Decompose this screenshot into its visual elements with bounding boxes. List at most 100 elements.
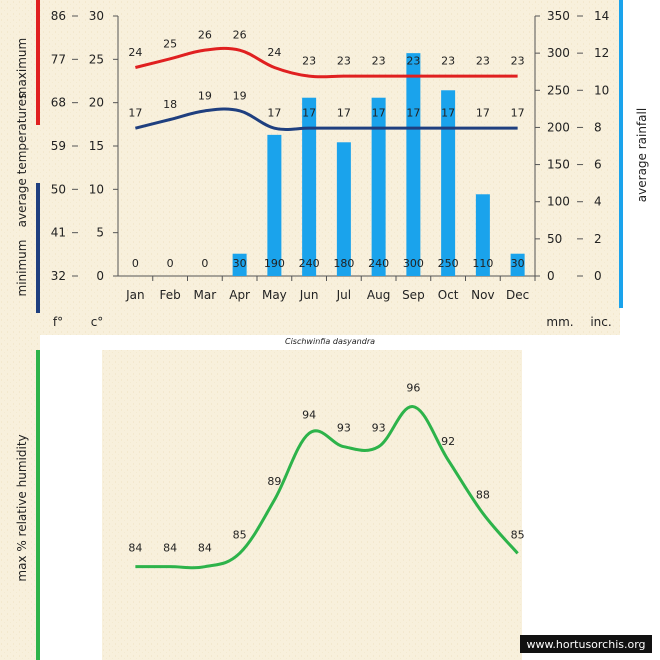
humidity-data-label: 85 xyxy=(233,528,247,541)
fahrenheit-tick-label: 32 xyxy=(51,269,66,283)
celsius-tick-label: 0 xyxy=(96,269,104,283)
humidity-data-label: 85 xyxy=(511,528,525,541)
rainfall-mm-tick-label: 150 xyxy=(547,158,570,172)
rainfall-bar xyxy=(475,194,490,276)
humidity-axis-label: max % relative humidity xyxy=(15,434,29,581)
celsius-tick-label: 25 xyxy=(89,52,104,66)
maximum-data-label: 23 xyxy=(476,55,490,68)
minimum-data-label: 17 xyxy=(337,107,351,120)
credit-text[interactable]: www.hortusorchis.org xyxy=(526,638,645,651)
minimum-data-label: 19 xyxy=(233,89,247,102)
maximum-data-label: 24 xyxy=(267,46,281,59)
month-tick-label: Apr xyxy=(229,288,250,302)
rainfall-data-label: 190 xyxy=(264,257,285,270)
rainfall-inch-tick-label: 10 xyxy=(594,83,609,97)
maximum-data-label: 23 xyxy=(511,55,525,68)
rainfall-mm-tick-label: 100 xyxy=(547,195,570,209)
humidity-data-label: 84 xyxy=(163,542,177,555)
rainfall-data-label: 300 xyxy=(403,257,424,270)
fahrenheit-tick-label: 68 xyxy=(51,96,66,110)
minimum-data-label: 17 xyxy=(128,107,142,120)
humidity-color-bar xyxy=(36,350,40,660)
month-tick-label: Mar xyxy=(194,288,217,302)
maximum-color-bar xyxy=(36,0,40,125)
fahrenheit-tick-label: 86 xyxy=(51,9,66,23)
maximum-label: maximum xyxy=(15,38,29,98)
humidity-data-label: 84 xyxy=(198,542,212,555)
minimum-label: minimum xyxy=(15,240,29,297)
maximum-data-label: 23 xyxy=(441,55,455,68)
rainfall-inch-tick-label: 2 xyxy=(594,232,602,246)
rainfall-inch-tick-label: 12 xyxy=(594,46,609,60)
rainfall-bar xyxy=(302,97,317,276)
rainfall-data-label: 30 xyxy=(511,257,525,270)
rainfall-data-label: 0 xyxy=(167,257,174,270)
minimum-data-label: 17 xyxy=(476,107,490,120)
average-rainfall-label: average rainfall xyxy=(635,108,649,202)
minimum-temperature-line xyxy=(135,107,518,132)
minimum-data-label: 17 xyxy=(511,107,525,120)
maximum-data-label: 24 xyxy=(128,46,142,59)
rainfall-mm-tick-label: 300 xyxy=(547,46,570,60)
month-tick-label: Nov xyxy=(471,288,494,302)
temperature-lines-group xyxy=(135,46,518,132)
minimum-data-label: 17 xyxy=(267,107,281,120)
rainfall-mm-tick-label: 350 xyxy=(547,9,570,23)
rainfall-bar xyxy=(510,253,525,276)
rainfall-data-label: 240 xyxy=(299,257,320,270)
humidity-data-label: 84 xyxy=(128,542,142,555)
rainfall-data-label: 0 xyxy=(132,257,139,270)
maximum-data-label: 26 xyxy=(198,29,212,42)
average-temperatures-label: average temperatures xyxy=(15,93,29,228)
celsius-tick-label: 10 xyxy=(89,182,104,196)
maximum-temperature-line xyxy=(135,46,518,79)
bottom-left-background xyxy=(0,335,40,660)
minimum-data-label: 18 xyxy=(163,98,177,111)
rainfall-bar xyxy=(267,134,282,276)
rainfall-data-label: 250 xyxy=(438,257,459,270)
celsius-tick-label: 20 xyxy=(89,96,104,110)
humidity-data-label: 94 xyxy=(302,408,316,421)
maximum-data-label: 23 xyxy=(372,55,386,68)
rainfall-bar xyxy=(406,53,421,277)
rainfall-inch-tick-label: 8 xyxy=(594,120,602,134)
rainfall-data-label: 110 xyxy=(472,257,493,270)
maximum-data-label: 23 xyxy=(302,55,316,68)
humidity-data-label: 93 xyxy=(337,422,351,435)
rainfall-data-label: 0 xyxy=(201,257,208,270)
rainfall-data-label: 180 xyxy=(333,257,354,270)
rainfall-mm-tick-label: 200 xyxy=(547,120,570,134)
rainfall-inch-tick-label: 0 xyxy=(594,269,602,283)
data-labels-group: 24 25 26 26 24 23 23 23 23 23 23 23 17 18 19 19 17 17 17 17… xyxy=(128,29,524,270)
fahrenheit-tick-label: 59 xyxy=(51,139,66,153)
rainfall-inch-tick-label: 6 xyxy=(594,158,602,172)
rainfall-inch-tick-label: 14 xyxy=(594,9,609,23)
maximum-data-label: 23 xyxy=(337,55,351,68)
rainfall-bars-group xyxy=(232,53,525,277)
fahrenheit-unit-label: f° xyxy=(53,315,63,329)
maximum-data-label: 23 xyxy=(406,55,420,68)
humidity-data-label: 89 xyxy=(267,475,281,488)
maximum-data-label: 26 xyxy=(233,29,247,42)
rainfall-data-label: 240 xyxy=(368,257,389,270)
mm-unit-label: mm. xyxy=(546,315,573,329)
month-tick-label: May xyxy=(262,288,287,302)
minimum-data-label: 17 xyxy=(406,107,420,120)
rainfall-color-bar xyxy=(619,0,623,308)
month-tick-label: Aug xyxy=(367,288,390,302)
month-tick-label: Oct xyxy=(438,288,459,302)
month-tick-label: Sep xyxy=(402,288,425,302)
humidity-line xyxy=(135,405,519,570)
celsius-tick-label: 15 xyxy=(89,139,104,153)
rainfall-mm-tick-label: 50 xyxy=(547,232,562,246)
bottom-panel-background xyxy=(102,350,522,660)
minimum-data-label: 17 xyxy=(441,107,455,120)
humidity-data-label: 88 xyxy=(476,488,490,501)
month-tick-label: Dec xyxy=(506,288,529,302)
rainfall-data-label: 30 xyxy=(233,257,247,270)
humidity-data-label: 92 xyxy=(441,435,455,448)
fahrenheit-tick-label: 41 xyxy=(51,226,66,240)
humidity-data-label: 93 xyxy=(372,422,386,435)
